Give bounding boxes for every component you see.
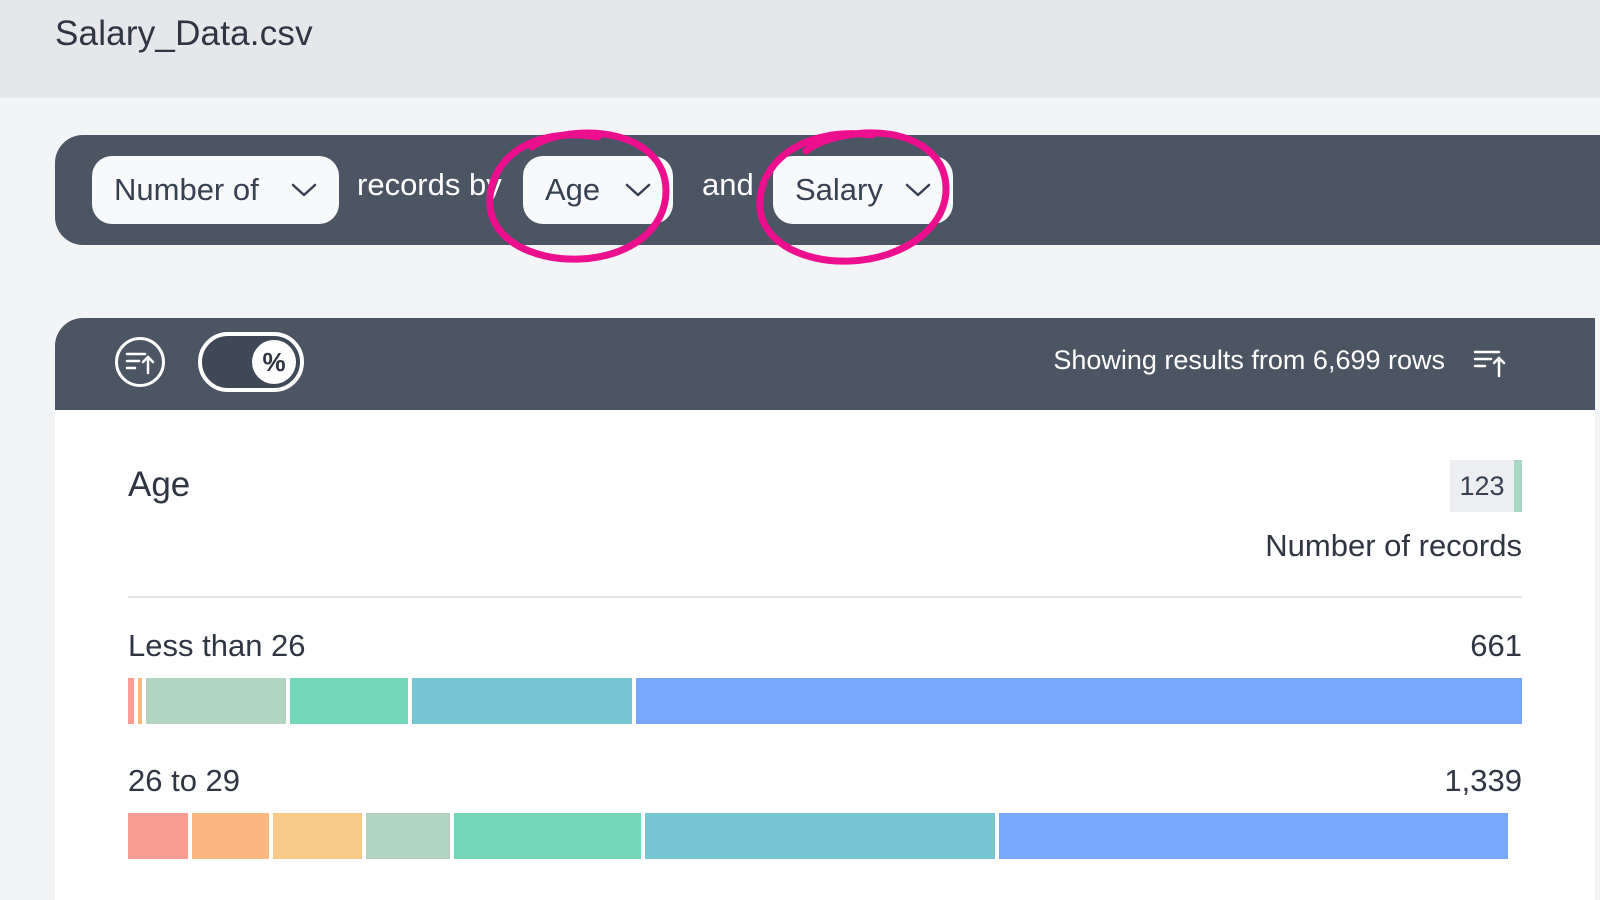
measure-dropdown[interactable]: Number of: [92, 156, 339, 224]
bar-segment[interactable]: [411, 678, 632, 724]
dimension2-dropdown-label: Salary: [795, 172, 883, 207]
dimension1-dropdown-label: Age: [545, 172, 601, 207]
results-toolbar: % Showing results from 6,699 rows: [55, 318, 1595, 410]
bar-segment[interactable]: [635, 678, 1522, 724]
bar-segment[interactable]: [273, 813, 363, 859]
row-value: 661: [1470, 628, 1522, 663]
sort-ascending-icon: [125, 352, 155, 375]
file-header: Salary_Data.csv: [0, 0, 1600, 98]
stacked-bar[interactable]: [128, 813, 1522, 859]
row-value: 1,339: [1444, 763, 1522, 798]
stacked-bar[interactable]: [128, 678, 1522, 724]
bar-segment[interactable]: [128, 678, 134, 724]
bar-segment[interactable]: [366, 813, 450, 859]
sort-button[interactable]: [115, 337, 165, 387]
legend-chip[interactable]: 123: [1450, 460, 1522, 512]
bar-segment[interactable]: [128, 813, 189, 859]
measure-column-label: Number of records: [1265, 528, 1522, 563]
measure-dropdown-label: Number of: [114, 172, 259, 207]
chevron-down-icon: [625, 183, 651, 197]
dimension1-dropdown[interactable]: Age: [523, 156, 673, 224]
bar-segment[interactable]: [137, 678, 142, 724]
divider: [128, 596, 1522, 598]
file-title: Salary_Data.csv: [55, 14, 313, 53]
dimension-title: Age: [128, 465, 191, 504]
query-builder: Number of records by Age and Salary: [55, 135, 1600, 245]
percent-toggle[interactable]: %: [198, 332, 304, 392]
row-label: 26 to 29: [128, 763, 241, 798]
chevron-down-icon: [291, 183, 317, 197]
sort-icon[interactable]: [1473, 344, 1507, 378]
bar-segment[interactable]: [453, 813, 642, 859]
bar-segment[interactable]: [192, 813, 269, 859]
bar-segment[interactable]: [645, 813, 995, 859]
percent-toggle-knob: %: [252, 340, 296, 384]
results-panel: Age 123 Number of records Less than 26 6…: [55, 410, 1595, 900]
bar-segment[interactable]: [289, 678, 408, 724]
row-label: Less than 26: [128, 628, 306, 663]
bar-segment[interactable]: [145, 678, 286, 724]
chevron-down-icon: [905, 183, 931, 197]
records-by-text: records by: [357, 167, 502, 202]
dimension2-dropdown[interactable]: Salary: [773, 156, 953, 224]
rows-count-text: Showing results from 6,699 rows: [1053, 345, 1445, 375]
and-text: and: [702, 167, 754, 202]
bar-segment[interactable]: [998, 813, 1509, 859]
